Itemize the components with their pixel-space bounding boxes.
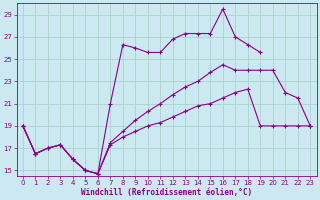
X-axis label: Windchill (Refroidissement éolien,°C): Windchill (Refroidissement éolien,°C) — [81, 188, 252, 197]
